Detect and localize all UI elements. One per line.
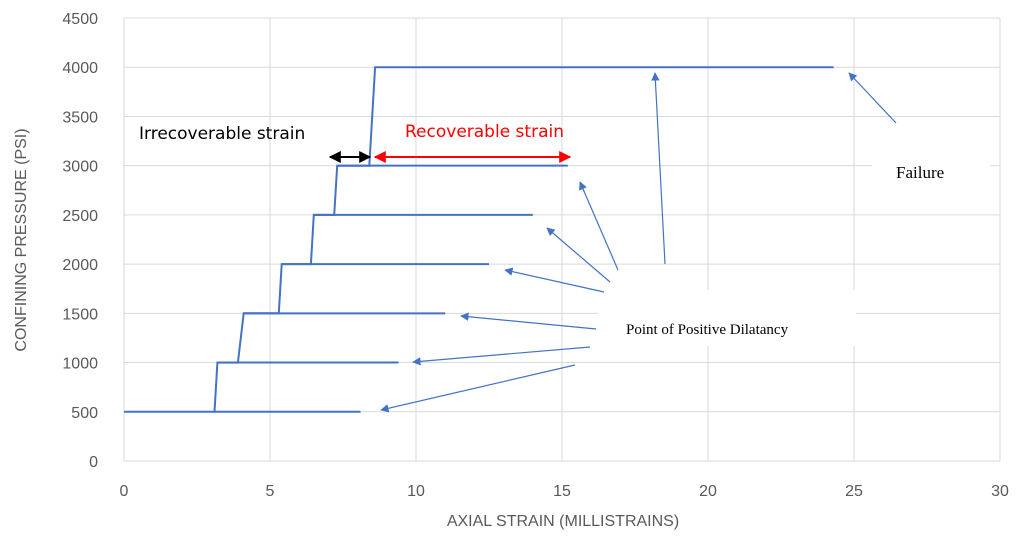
x-tick-label: 5 (266, 483, 275, 500)
y-tick-label: 3500 (62, 109, 98, 126)
failure-label-box (872, 156, 990, 184)
x-tick-label: 10 (407, 483, 425, 500)
x-tick-label: 15 (553, 483, 571, 500)
y-tick-label: 2500 (62, 208, 98, 225)
dilatancy-arrow-500 (380, 364, 576, 413)
y-axis-title: CONFINING PRESSURE (PSI) (13, 128, 30, 351)
dilatancy-arrow-4000 (651, 72, 666, 265)
y-tick-label: 3000 (62, 159, 98, 176)
dilatancy-arrow-1000 (412, 346, 591, 366)
y-axis-ticks: 0 500 1000 1500 2000 2500 3000 3500 4000 4500 (62, 11, 98, 471)
failure-label: Failure (896, 163, 944, 182)
x-tick-label: 30 (991, 483, 1009, 500)
series-group (124, 66, 834, 413)
y-tick-label: 500 (71, 405, 98, 422)
y-tick-label: 0 (89, 454, 98, 471)
y-tick-label: 2000 (62, 257, 98, 274)
x-tick-label: 0 (120, 483, 129, 500)
dilatancy-arrow-2500 (546, 227, 611, 283)
y-tick-label: 1000 (62, 356, 98, 373)
irrecoverable-strain-label: Irrecoverable strain (139, 124, 305, 144)
y-tick-label: 1500 (62, 306, 98, 323)
dilatancy-label: Point of Positive Dilatancy (626, 322, 789, 338)
x-tick-label: 25 (845, 483, 863, 500)
dilatancy-arrow-3000 (579, 181, 619, 271)
recoverable-strain-label: Recoverable strain (405, 122, 564, 142)
failure-arrow (848, 72, 897, 124)
x-axis-title: AXIAL STRAIN (MILLISTRAINS) (447, 513, 679, 530)
dilatancy-arrow-2000 (504, 267, 605, 293)
x-axis-ticks: 0 5 10 15 20 25 30 (120, 483, 1009, 500)
dilatancy-arrow-1500 (460, 312, 597, 330)
series-line (124, 66, 834, 413)
y-tick-label: 4500 (62, 11, 98, 28)
grid (123, 17, 1001, 462)
y-tick-label: 4000 (62, 60, 98, 77)
dilatancy-label-box (598, 290, 856, 346)
x-tick-label: 20 (699, 483, 717, 500)
